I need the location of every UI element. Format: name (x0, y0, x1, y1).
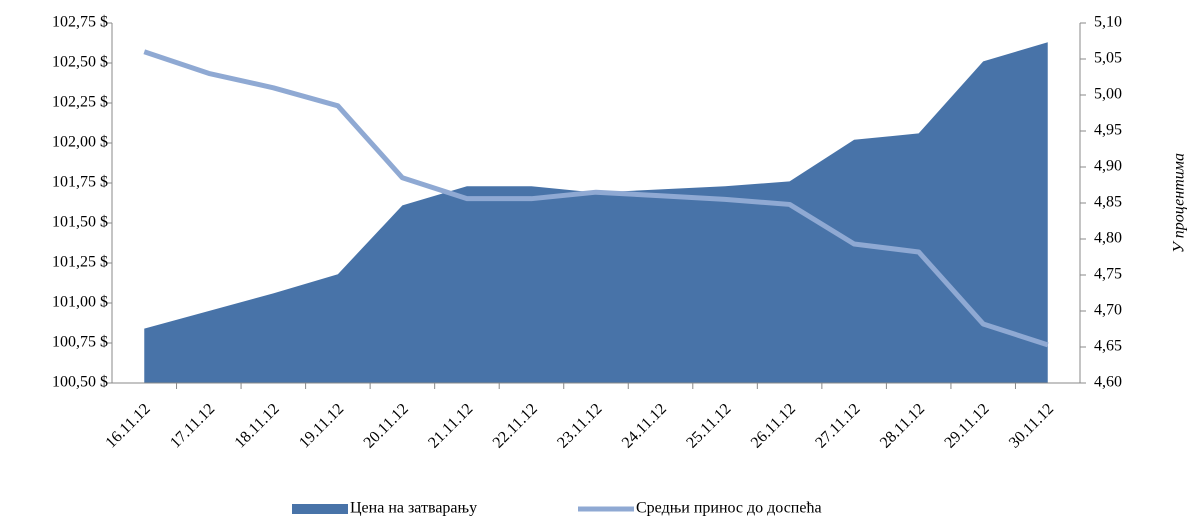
x-tick-label: 26.11.12 (748, 400, 799, 451)
y2-tick-label: 4,60 (1094, 374, 1122, 391)
y-tick-label: 102,50 $ (52, 54, 108, 71)
x-tick-label: 22.11.12 (490, 400, 541, 451)
y-tick-label: 102,25 $ (52, 94, 108, 111)
legend-swatch (292, 504, 348, 514)
y2-tick-label: 4,75 (1094, 266, 1122, 283)
y-tick-label: 101,50 $ (52, 214, 108, 231)
x-tick-label: 25.11.12 (683, 400, 734, 451)
y-tick-label: 101,00 $ (52, 294, 108, 311)
x-tick-label: 16.11.12 (102, 400, 153, 451)
x-tick-label: 20.11.12 (361, 400, 412, 451)
x-tick-label: 30.11.12 (1006, 400, 1057, 451)
x-tick-label: 28.11.12 (877, 400, 928, 451)
x-tick-label: 23.11.12 (554, 400, 605, 451)
y2-tick-label: 4,70 (1094, 302, 1122, 319)
y-tick-label: 102,75 $ (52, 14, 108, 31)
y2-tick-label: 4,90 (1094, 158, 1122, 175)
x-tick-label: 17.11.12 (167, 400, 218, 451)
y-tick-label: 101,75 $ (52, 174, 108, 191)
x-tick-label: 27.11.12 (812, 400, 863, 451)
x-tick-label: 19.11.12 (296, 400, 347, 451)
y2-tick-label: 4,65 (1094, 338, 1122, 355)
y2-tick-label: 5,00 (1094, 86, 1122, 103)
area (144, 42, 1048, 383)
y2-tick-label: 5,05 (1094, 50, 1122, 67)
y-tick-label: 102,00 $ (52, 134, 108, 151)
legend-label: Средњи принос до доспећа (636, 500, 822, 517)
x-tick-label: 21.11.12 (425, 400, 476, 451)
x-tick-label: 24.11.12 (619, 400, 670, 451)
x-tick-label: 18.11.12 (232, 400, 283, 451)
y2-tick-label: 5,10 (1094, 14, 1122, 31)
line (143, 49, 1049, 348)
y2-tick-label: 4,80 (1094, 230, 1122, 247)
y-tick-label: 100,75 $ (52, 334, 108, 351)
y2-axis-title: У процентима (1171, 153, 1188, 253)
legend-label: Цена на затварању (350, 500, 477, 517)
y-tick-label: 100,50 $ (52, 374, 108, 391)
y2-tick-label: 4,85 (1094, 194, 1122, 211)
x-tick-label: 29.11.12 (941, 400, 992, 451)
y-tick-label: 101,25 $ (52, 254, 108, 271)
y2-tick-label: 4,95 (1094, 122, 1122, 139)
